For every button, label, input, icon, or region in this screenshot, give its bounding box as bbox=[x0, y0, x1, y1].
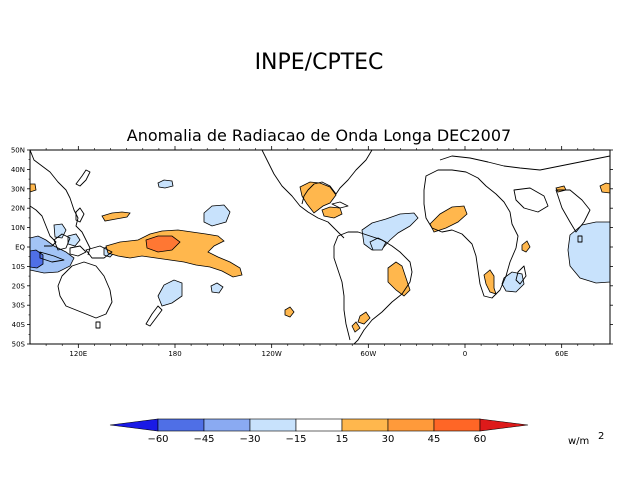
mexico-positive bbox=[284, 306, 295, 318]
colorbar-arrow-high bbox=[479, 418, 529, 432]
southern-africa-positive bbox=[483, 269, 497, 295]
brazil-positive bbox=[387, 261, 411, 297]
tropical-pacific-positive-core bbox=[145, 235, 181, 253]
central-pacific-negative bbox=[203, 204, 231, 227]
mexico-positive bbox=[299, 181, 337, 214]
lon-tick-label: 180 bbox=[168, 350, 181, 358]
tropical-pacific-positive bbox=[105, 229, 243, 278]
arabia-positive bbox=[599, 182, 610, 194]
southern-africa-positive bbox=[521, 240, 531, 253]
south-pacific-negative bbox=[210, 282, 224, 294]
lat-tick-label: EQ bbox=[15, 244, 25, 252]
colorbar-swatch bbox=[295, 418, 343, 432]
lat-tick-label: 10S bbox=[12, 263, 26, 271]
colorbar-swatch bbox=[249, 418, 297, 432]
colorbar-label: 45 bbox=[428, 434, 441, 445]
lon-tick-label: 120E bbox=[69, 350, 87, 358]
colorbar-swatch bbox=[387, 418, 435, 432]
lat-tick-label: 10N bbox=[11, 224, 25, 232]
colorbar-swatch bbox=[157, 418, 205, 432]
indian-ocean-negative bbox=[501, 271, 525, 293]
lat-tick-label: 20N bbox=[11, 205, 25, 213]
coastlines bbox=[30, 150, 610, 344]
lat-tick-label: 20S bbox=[12, 282, 26, 290]
colorbar-label: 60 bbox=[474, 434, 487, 445]
colorbar: −60 −45 −30 −15 15 30 45 60 bbox=[109, 418, 529, 445]
colorbar-label: −60 bbox=[147, 434, 168, 445]
latitude-axis: 50N 40N 30N 20N 10N EQ 10S 20S 30S 40S 50S bbox=[11, 147, 613, 349]
lat-tick-label: 50S bbox=[12, 341, 26, 349]
lon-tick-label: 60W bbox=[360, 350, 376, 358]
colorbar-label: −15 bbox=[285, 434, 306, 445]
lon-tick-label: 60E bbox=[555, 350, 568, 358]
colorbar-label: 15 bbox=[336, 434, 349, 445]
colorbar-label: 30 bbox=[382, 434, 395, 445]
central-pacific-negative bbox=[157, 179, 174, 189]
institution-title: INPE/CPTEC bbox=[255, 50, 384, 75]
indian-ocean-negative bbox=[567, 221, 610, 284]
colorbar-swatch bbox=[203, 418, 251, 432]
lat-tick-label: 40N bbox=[11, 166, 25, 174]
lat-tick-label: 40S bbox=[12, 321, 26, 329]
colorbar-unit-exponent: 2 bbox=[598, 431, 604, 442]
philippine-sea-positive bbox=[101, 211, 131, 222]
map-title: Anomalia de Radiacao de Onda Longa DEC20… bbox=[127, 126, 511, 145]
lat-tick-label: 30N bbox=[11, 185, 25, 193]
colorbar-swatch bbox=[433, 418, 481, 432]
brazil-positive bbox=[357, 311, 371, 325]
colorbar-arrow-low bbox=[109, 418, 159, 432]
colorbar-swatch bbox=[341, 418, 389, 432]
lat-tick-label: 30S bbox=[12, 302, 26, 310]
brazil-positive bbox=[351, 321, 361, 333]
lat-tick-label: 50N bbox=[11, 147, 25, 155]
colorbar-label: −45 bbox=[193, 434, 214, 445]
lon-tick-label: 120W bbox=[262, 350, 282, 358]
lon-tick-label: 0 bbox=[463, 350, 467, 358]
colorbar-label: −30 bbox=[239, 434, 260, 445]
colorbar-unit: w/m bbox=[568, 436, 589, 447]
south-pacific-negative bbox=[157, 279, 183, 307]
pacific-edge-positive bbox=[30, 183, 37, 193]
longitude-axis: 120E 180 120W 60W 0 60E bbox=[45, 146, 595, 358]
mexico-positive bbox=[321, 206, 343, 219]
map-area bbox=[30, 150, 610, 344]
